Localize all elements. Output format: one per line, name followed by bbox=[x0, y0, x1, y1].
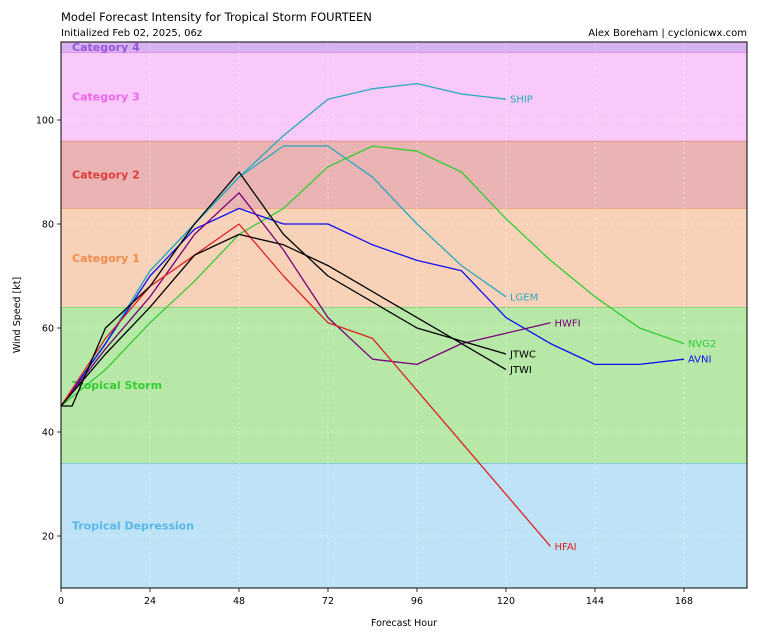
band-label-category-3: Category 3 bbox=[72, 91, 140, 104]
series-label-nvg2: NVG2 bbox=[688, 339, 716, 350]
x-tick-label-0: 0 bbox=[58, 596, 64, 607]
x-tick-label-144: 144 bbox=[586, 596, 604, 607]
y-axis-ticks: 20 40 60 80 100 bbox=[36, 116, 61, 543]
chart-credit: Alex Boreham | cyclonicwx.com bbox=[588, 28, 747, 39]
series-label-hwfi: HWFI bbox=[554, 318, 580, 329]
band-label-tropical-storm: Tropical Storm bbox=[72, 379, 162, 392]
series-label-jtwi: JTWI bbox=[509, 365, 532, 376]
series-labels: SHIP LGEM NVG2 AVNI HWFI HFAI JTWC JTWI bbox=[509, 95, 716, 553]
band-category-2 bbox=[61, 140, 747, 209]
series-line-jtwi bbox=[60, 233, 507, 407]
y-tick-label-60: 60 bbox=[42, 324, 54, 335]
band-label-category-4: Category 4 bbox=[72, 41, 140, 54]
x-axis-label: Forecast Hour bbox=[371, 618, 437, 629]
x-tick-label-24: 24 bbox=[144, 596, 156, 607]
series-line-lgem bbox=[60, 145, 507, 407]
series-label-jtwc: JTWC bbox=[509, 350, 536, 361]
series-line-hfai bbox=[60, 223, 551, 547]
band-label-tropical-depression: Tropical Depression bbox=[72, 520, 194, 533]
category-bands: Tropical Depression Tropical Storm Categor… bbox=[61, 41, 747, 588]
series-line-nvg2 bbox=[60, 145, 685, 407]
series-label-avni: AVNI bbox=[688, 355, 711, 366]
band-category-3 bbox=[61, 52, 747, 141]
y-tick-label-40: 40 bbox=[42, 428, 54, 439]
band-tropical-storm bbox=[61, 307, 747, 464]
y-tick-label-80: 80 bbox=[42, 220, 54, 231]
series-label-hfai: HFAI bbox=[554, 542, 576, 553]
x-tick-label-120: 120 bbox=[497, 596, 515, 607]
band-tropical-depression bbox=[61, 463, 747, 588]
series-line-avni bbox=[60, 207, 685, 407]
y-tick-label-20: 20 bbox=[42, 532, 54, 543]
series-line-hwfi bbox=[60, 192, 551, 407]
chart-title: Model Forecast Intensity for Tropical St… bbox=[61, 10, 372, 24]
series-label-ship: SHIP bbox=[510, 95, 533, 106]
chart-subtitle: Initialized Feb 02, 2025, 06z bbox=[61, 28, 202, 39]
plot-frame bbox=[60, 41, 748, 589]
x-tick-label-72: 72 bbox=[322, 596, 334, 607]
series-label-lgem: LGEM bbox=[510, 292, 538, 303]
band-category-4 bbox=[61, 42, 747, 53]
x-axis-ticks: 0 24 48 72 96 120 144 168 bbox=[58, 588, 693, 607]
band-category-1 bbox=[61, 208, 747, 308]
series-line-jtwc bbox=[61, 171, 507, 407]
y-axis-label: Wind Speed [kt] bbox=[12, 277, 23, 353]
x-tick-label-48: 48 bbox=[233, 596, 245, 607]
band-label-category-2: Category 2 bbox=[72, 169, 140, 182]
y-tick-label-100: 100 bbox=[36, 116, 54, 127]
band-label-category-1: Category 1 bbox=[72, 252, 140, 265]
x-tick-label-96: 96 bbox=[411, 596, 423, 607]
x-tick-label-168: 168 bbox=[675, 596, 693, 607]
model-series bbox=[60, 82, 685, 547]
